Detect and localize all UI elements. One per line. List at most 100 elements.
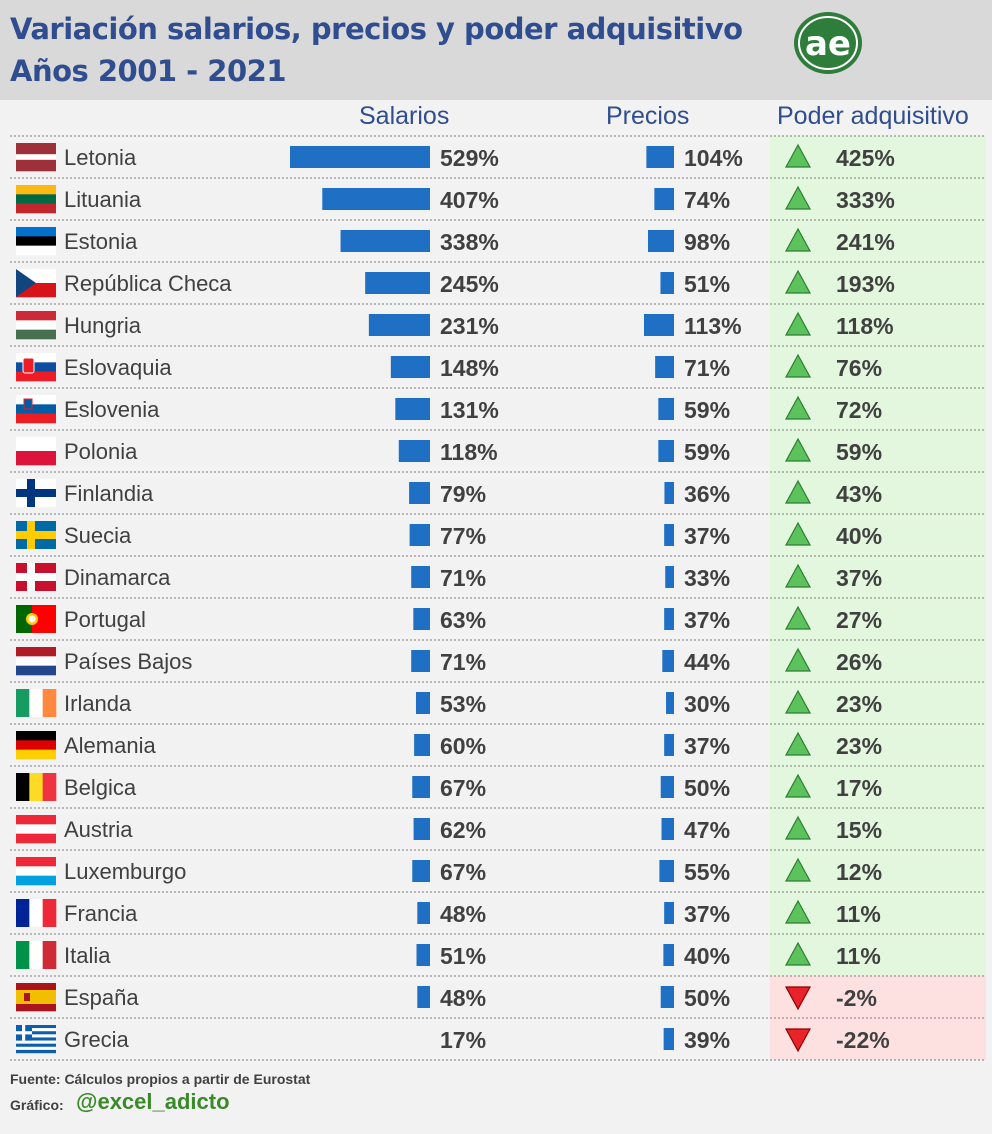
salarios-value: 148% [440,355,499,381]
poder-cell-bg [770,598,986,640]
up-arrow-icon [784,185,812,210]
precios-bar [664,734,674,756]
salarios-value: 245% [440,271,499,297]
up-arrow-icon [784,689,812,714]
poder-value: 17% [836,775,882,801]
salarios-value: 53% [440,691,486,717]
flag-denmark-icon [16,563,56,591]
up-arrow-icon [784,731,812,756]
salarios-bar [414,734,430,756]
salarios-value: 407% [440,187,499,213]
salarios-bar [412,776,430,798]
poder-cell-bg [770,850,986,892]
page-subtitle: Años 2001 - 2021 [10,54,287,88]
precios-value: 51% [684,271,730,297]
poder-cell-bg [770,934,986,976]
poder-cell-bg [770,220,986,262]
flag-latvia-icon [16,143,56,172]
country-label: Países Bajos [64,649,192,674]
precios-bar [663,944,674,966]
precios-value: 37% [684,901,730,927]
author-handle: @excel_adicto [76,1089,230,1114]
country-label: Eslovaquia [64,355,172,380]
flag-luxembourg-icon [16,857,56,886]
precios-value: 55% [684,859,730,885]
country-label: Suecia [64,523,132,548]
salarios-bar [340,230,430,252]
poder-value: 37% [836,565,882,591]
salarios-bar [409,524,430,546]
salarios-value: 77% [440,523,486,549]
poder-cell-bg [770,262,986,304]
precios-value: 59% [684,439,730,465]
down-arrow-icon [784,1028,812,1053]
salarios-bar [416,944,430,966]
flag-lithuania-icon [16,185,56,214]
country-label: Finlandia [64,481,154,506]
poder-value: 118% [836,313,894,339]
flag-france-icon [16,899,57,927]
salarios-value: 231% [440,313,499,339]
salarios-value: 51% [440,943,486,969]
salarios-value: 63% [440,607,486,633]
poder-cell-bg [770,304,986,346]
precios-value: 98% [684,229,730,255]
country-label: Estonia [64,229,138,254]
up-arrow-icon [784,479,812,504]
salarios-bar [411,566,430,588]
up-arrow-icon [784,857,812,882]
country-label: Francia [64,901,138,926]
salarios-bar [322,188,430,210]
country-label: Polonia [64,439,138,464]
up-arrow-icon [784,563,812,588]
up-arrow-icon [784,941,812,966]
precios-value: 40% [684,943,730,969]
precios-bar [659,860,674,882]
precios-bar [663,1028,674,1050]
salarios-value: 71% [440,649,486,675]
salarios-value: 79% [440,481,486,507]
flag-netherlands-icon [16,647,56,676]
poder-value: 27% [836,607,882,633]
up-arrow-icon [784,437,812,462]
precios-bar [664,482,674,504]
flag-ireland-icon [16,689,57,717]
poder-value: 26% [836,649,882,675]
poder-value: 72% [836,397,882,423]
up-arrow-icon [784,605,812,630]
country-label: Luxemburgo [64,859,186,884]
poder-cell-bg [770,766,986,808]
salarios-bar [398,440,430,462]
precios-value: 74% [684,187,730,213]
precios-bar [662,650,674,672]
country-label: Dinamarca [64,565,171,590]
precios-value: 50% [684,985,730,1011]
up-arrow-icon [784,773,812,798]
poder-value: 241% [836,229,895,255]
salarios-value: 131% [440,397,499,423]
precios-value: 71% [684,355,730,381]
country-label: Eslovenia [64,397,160,422]
up-arrow-icon [784,311,812,336]
flag-hungary-icon [16,311,56,340]
poder-cell-bg [770,640,986,682]
salarios-bar [290,146,430,168]
flag-poland-icon [16,437,56,466]
poder-value: 59% [836,439,882,465]
poder-value: -22% [836,1027,890,1053]
precios-bar [647,230,674,252]
poder-cell-bg [770,724,986,766]
up-arrow-icon [784,227,812,252]
precios-value: 113% [684,313,742,339]
up-arrow-icon [784,269,812,294]
precios-bar [646,146,674,168]
precios-bar [660,776,674,798]
country-label: Belgica [64,775,137,800]
salarios-value: 118% [440,439,498,465]
salarios-value: 71% [440,565,486,591]
poder-cell-bg [770,388,986,430]
precios-bar [658,440,674,462]
precios-value: 37% [684,607,730,633]
country-label: Hungria [64,313,142,338]
up-arrow-icon [784,521,812,546]
